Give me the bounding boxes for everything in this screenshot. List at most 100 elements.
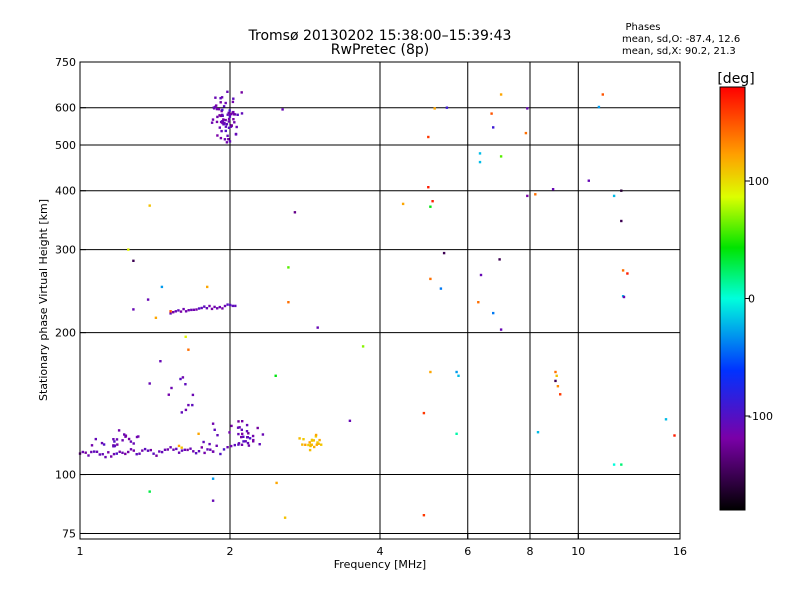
x-tick-label: 16: [673, 545, 687, 558]
echo-point: [308, 448, 312, 452]
echo-point: [110, 455, 113, 458]
echo-point: [227, 126, 231, 129]
echo-point: [203, 305, 206, 308]
echo-point: [219, 114, 222, 118]
echo-point: [129, 440, 133, 443]
echo-point: [620, 219, 623, 223]
echo-point: [219, 136, 223, 140]
echo-point: [312, 439, 315, 442]
echo-point: [229, 303, 232, 307]
echo-point: [320, 443, 323, 446]
echo-point: [208, 442, 211, 446]
echo-point: [113, 440, 116, 443]
echo-point: [622, 295, 626, 299]
echo-point: [242, 435, 245, 438]
echo-point: [314, 435, 318, 438]
echo-point: [429, 370, 432, 374]
echo-point: [154, 316, 158, 319]
echo-point: [210, 307, 214, 311]
echo-point: [211, 422, 215, 425]
echo-point: [191, 393, 195, 397]
echo-point: [206, 448, 209, 451]
echo-point: [158, 450, 161, 453]
y-tick-label: 400: [55, 185, 76, 198]
echo-point: [191, 403, 194, 407]
colorbar-tick-label: 0: [748, 293, 755, 306]
echo-point: [220, 96, 224, 99]
echo-point: [194, 452, 198, 455]
echo-point: [216, 434, 219, 437]
echo-point: [433, 107, 436, 110]
echo-point: [222, 448, 226, 451]
echo-point: [184, 335, 187, 338]
echo-point: [189, 447, 192, 450]
echo-point: [234, 133, 238, 136]
echo-point: [301, 443, 304, 446]
echo-point: [401, 202, 405, 206]
echo-point: [182, 307, 185, 311]
echo-point: [442, 251, 446, 255]
echo-point: [146, 449, 150, 452]
echo-point: [232, 118, 235, 121]
y-tick-label: 200: [55, 327, 76, 340]
echo-point: [187, 403, 190, 407]
echo-point: [620, 463, 623, 466]
echo-point: [316, 326, 319, 329]
echo-point: [445, 106, 449, 109]
y-axis-label: Stationary phase Virtual Height [km]: [37, 199, 50, 401]
y-tick-label: 300: [55, 244, 76, 257]
echo-point: [236, 113, 239, 116]
echo-point: [224, 101, 227, 105]
y-tick-label: 600: [55, 102, 76, 115]
x-axis-ticks: 1 2 4 6 8 10 16: [77, 533, 687, 558]
echo-point: [95, 450, 99, 453]
echo-point: [258, 443, 261, 446]
echo-point: [180, 411, 183, 414]
echo-point: [219, 101, 222, 104]
echo-point: [231, 111, 234, 114]
echo-point: [232, 97, 235, 100]
echo-point: [177, 451, 181, 454]
echo-point: [216, 115, 219, 119]
echo-point: [213, 305, 216, 309]
echo-point: [361, 345, 365, 348]
echo-point: [215, 104, 218, 107]
echo-point: [439, 287, 443, 290]
echo-point: [242, 440, 245, 443]
echo-point: [587, 179, 590, 182]
echo-point: [146, 298, 150, 301]
echo-point: [90, 444, 94, 447]
colorbar: [720, 87, 745, 510]
echo-point: [215, 444, 218, 447]
echo-point: [112, 438, 115, 441]
echo-point: [626, 272, 629, 275]
echo-point: [490, 112, 493, 115]
echo-point: [184, 310, 188, 313]
echo-point: [429, 205, 432, 208]
echo-point: [192, 450, 195, 453]
echo-point: [90, 450, 93, 454]
x-tick-label: 6: [464, 545, 471, 558]
echo-point: [223, 138, 227, 141]
echo-point: [499, 328, 503, 331]
echo-point: [143, 447, 147, 451]
echo-point: [202, 440, 205, 444]
echo-point: [228, 115, 232, 118]
y-tick-label: 750: [55, 56, 76, 69]
x-axis-label: Frequency [MHz]: [334, 558, 426, 571]
echo-point: [224, 129, 227, 133]
echo-point: [172, 448, 175, 451]
echo-point: [241, 420, 244, 423]
echo-point: [536, 431, 540, 434]
echo-point: [203, 451, 206, 455]
echo-point: [115, 452, 118, 455]
echo-point: [118, 450, 121, 453]
echo-point: [238, 426, 241, 429]
echo-point: [214, 105, 217, 109]
echo-point: [101, 453, 104, 456]
echo-point: [237, 442, 241, 445]
echo-point: [141, 449, 144, 452]
echo-point: [148, 382, 151, 385]
y-tick-label: 500: [55, 139, 76, 152]
echo-point: [84, 451, 87, 454]
